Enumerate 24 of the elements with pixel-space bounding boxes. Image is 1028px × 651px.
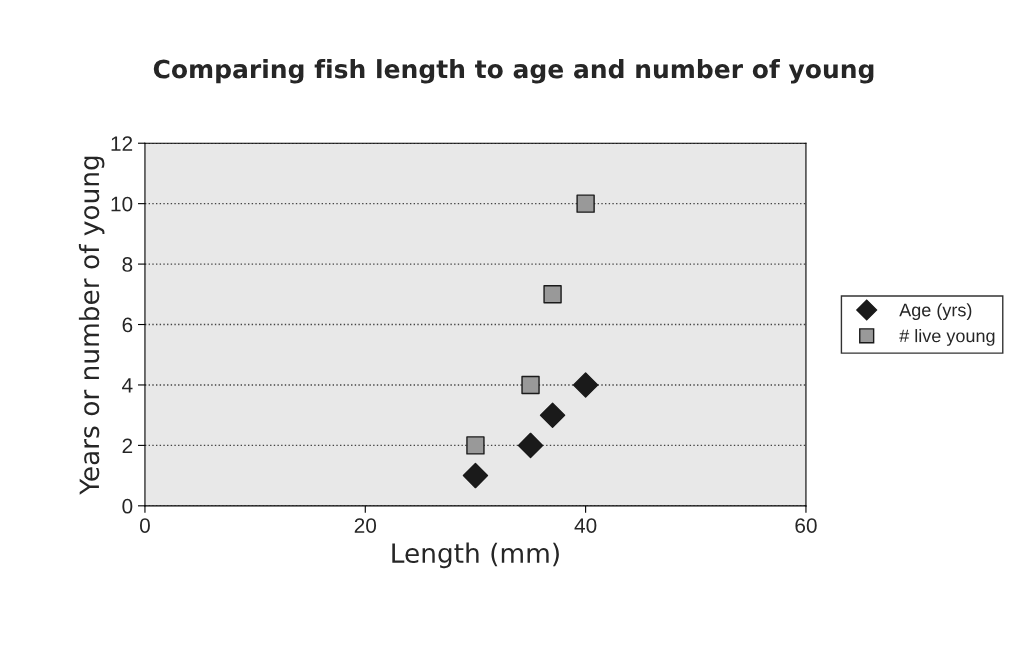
point	[521, 375, 540, 395]
point	[543, 285, 562, 304]
point	[517, 432, 544, 459]
point	[576, 194, 595, 213]
y-tick-label: 6	[122, 317, 133, 333]
point	[466, 436, 485, 455]
x-tick-label: 20	[354, 518, 377, 533]
y-tick-label: 10	[111, 196, 133, 212]
legend-label: Age (yrs)	[899, 303, 972, 321]
legend-label: # live young	[899, 329, 995, 346]
y-tick-label: 4	[122, 378, 133, 393]
y-axis-title: Years or number of young	[78, 156, 105, 495]
point	[572, 372, 599, 398]
x-axis-title: Length (mm)	[392, 542, 559, 569]
y-tick-label: 8	[122, 257, 133, 272]
y-tick-label: 2	[122, 438, 133, 453]
x-tick-label: 40	[574, 518, 597, 533]
chart-title: Comparing fish length to age and number of young	[153, 59, 874, 84]
y-tick-label: 0	[122, 498, 133, 514]
point	[539, 402, 566, 428]
point	[462, 462, 489, 489]
x-tick-label: 60	[795, 518, 817, 533]
x-tick-label: 0	[139, 518, 150, 533]
y-tick-label: 12	[111, 136, 133, 151]
